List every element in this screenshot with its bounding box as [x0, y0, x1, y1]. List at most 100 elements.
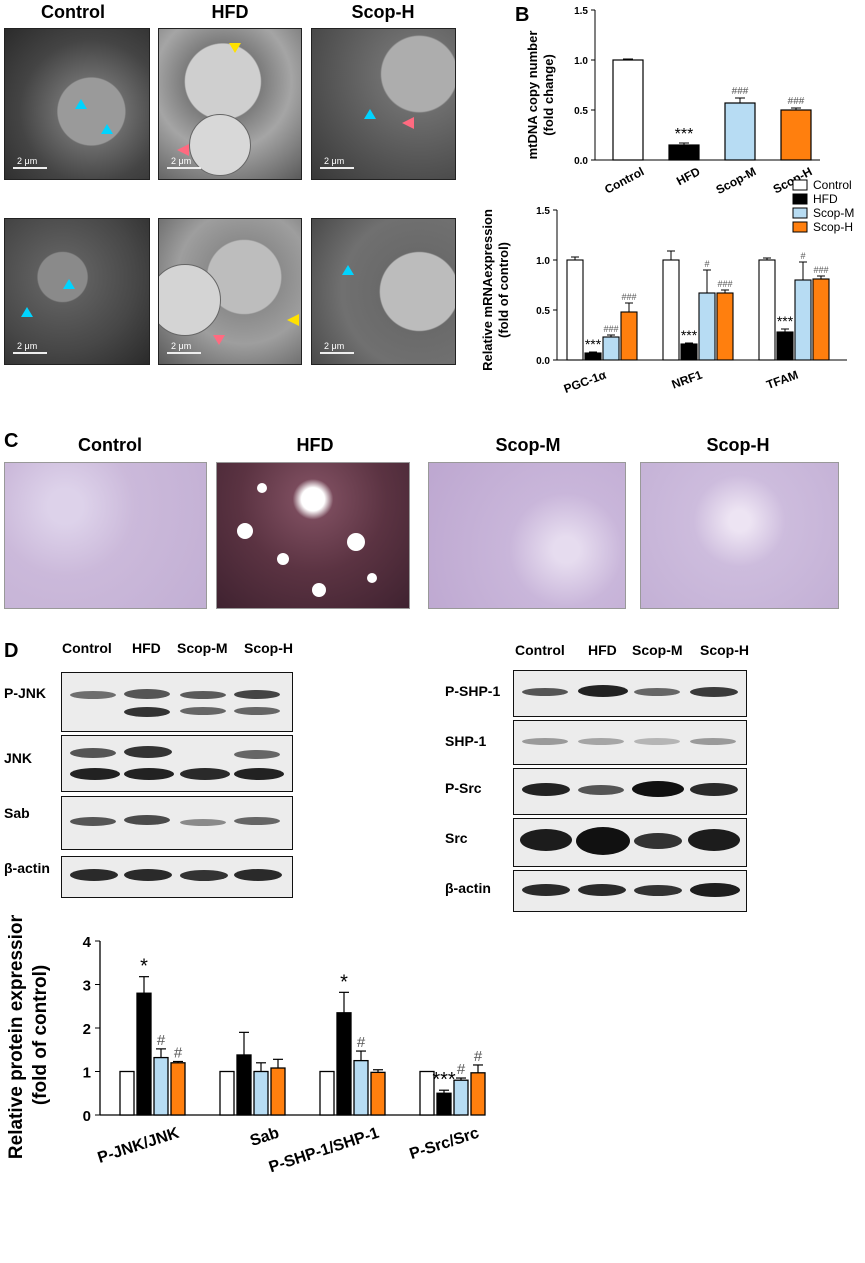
band: [690, 783, 738, 796]
protein-bar: [219, 1070, 235, 1116]
mrna-y-label-area: Relative mRNAexpression (fold of control…: [480, 209, 511, 371]
wb-right-lane-scop-m: Scop-M: [632, 642, 683, 658]
scale-bar: [167, 167, 201, 169]
em-label-control: Control: [41, 2, 105, 22]
arrow-icon: [63, 279, 75, 289]
vacuole: [347, 533, 365, 551]
mrna-y-tick-label: 0.0: [536, 356, 550, 367]
band: [688, 829, 740, 851]
mtdna-significance: ###: [732, 86, 749, 97]
vacuole: [277, 553, 289, 565]
protein-bar: [453, 1079, 469, 1116]
band: [522, 783, 570, 796]
protein-x-tick-label: P-Src/Src: [407, 1125, 481, 1163]
mrna-bar: [794, 279, 812, 361]
protein-x-tick-label: P-SHP-1/SHP-1: [267, 1125, 381, 1177]
protein-y-tick-label: 3: [83, 978, 91, 995]
histo-label-hfd: HFD: [296, 435, 334, 455]
arrow-icon: [402, 117, 414, 129]
histology-image-scop-h: [640, 462, 839, 609]
protein-bar: [136, 992, 152, 1116]
protein-y-tick-label: 1: [83, 1065, 91, 1082]
em-image-control-1: 2 μm: [4, 28, 150, 180]
mrna-bar: [584, 352, 602, 361]
wb-left-lane-scop-m: Scop-M: [177, 640, 228, 656]
protein-chart: Relative protein expression (fold of con…: [6, 915, 486, 1177]
scale-label: 2 μm: [171, 341, 192, 351]
band: [522, 738, 568, 745]
wb-left-row-p-jnk: P-JNK: [4, 685, 47, 701]
mrna-x-tick-label: PGC-1α: [562, 367, 609, 395]
band: [578, 785, 624, 795]
protein-bar: [353, 1059, 369, 1116]
mtdna-y-tick-label: 1.5: [574, 6, 588, 17]
arrow-icon: [177, 144, 189, 156]
protein-significance: #: [474, 1048, 483, 1065]
band: [634, 885, 682, 896]
band: [234, 869, 282, 881]
legend-label: HFD: [813, 192, 838, 206]
mtdna-y-tick-label: 0.5: [574, 106, 588, 117]
band: [634, 688, 680, 696]
band: [180, 870, 228, 881]
band: [124, 869, 172, 881]
em-label-hfd: HFD: [211, 2, 249, 22]
legend-label: Scop-M: [813, 206, 854, 220]
wb-left-row-beta-actin: β-actin: [4, 860, 50, 876]
band: [234, 768, 284, 780]
band: [520, 829, 572, 851]
mrna-bar: [602, 336, 620, 361]
mrna-significance: ###: [621, 292, 636, 302]
vacuole: [257, 483, 267, 493]
wb-right-row-src: Src: [445, 830, 468, 846]
histology-image-scop-m: [428, 462, 626, 609]
wb-left-lane-control: Control: [62, 640, 112, 656]
mtdna-y-label-line2: (fold change): [541, 54, 556, 136]
band: [180, 691, 226, 699]
mrna-y-label-1: Relative mRNAexpression: [480, 209, 495, 371]
band: [578, 685, 628, 697]
histology-image-hfd: [216, 462, 410, 609]
band: [180, 819, 226, 826]
mtdna-bar: [612, 59, 644, 161]
protein-bar: [253, 1070, 269, 1116]
mrna-bar: [812, 278, 830, 361]
wb-left-lane-hfd: HFD: [132, 640, 161, 656]
blot-shp-1: [513, 720, 747, 765]
wb-right-row-p-src: P-Src: [445, 780, 482, 796]
scale-label: 2 μm: [324, 156, 345, 166]
mtdna-x-tick-label: HFD: [674, 164, 703, 188]
mtdna-x-tick-label: Scop-M: [714, 164, 759, 197]
arrow-icon: [229, 43, 241, 53]
mrna-significance: ***: [681, 327, 698, 343]
band: [690, 883, 740, 897]
arrow-icon: [364, 109, 376, 119]
protein-y-tick-label: 2: [83, 1021, 91, 1038]
mrna-significance: ***: [777, 313, 794, 329]
histo-label-control: Control: [78, 435, 142, 455]
arrow-icon: [287, 314, 299, 326]
mrna-bar: [566, 259, 584, 361]
em-image-control-2: 2 μm: [4, 218, 150, 365]
wb-right-lane-control: Control: [515, 642, 565, 658]
protein-significance: *: [140, 956, 148, 978]
em-image-hfd-1: 2 μm: [158, 28, 302, 180]
band: [124, 746, 172, 758]
band: [70, 748, 116, 758]
mrna-significance: ###: [813, 265, 828, 275]
legend-swatch: [792, 221, 808, 233]
mtdna-x-tick-label: Control: [602, 164, 646, 196]
blot-jnk: [61, 735, 293, 792]
scale-label: 2 μm: [17, 341, 38, 351]
blot-beta-actin-left: [61, 856, 293, 898]
band: [690, 738, 736, 745]
panel-letter-b: B: [515, 4, 530, 26]
mrna-bar: [698, 292, 716, 361]
mrna-bar: [680, 343, 698, 361]
mrna-chart: 0.00.51.01.5***######PGC-1α***####NRF1**…: [536, 178, 854, 396]
wb-left-lane-scop-h: Scop-H: [244, 640, 293, 656]
arrow-icon: [213, 335, 225, 345]
band: [180, 768, 230, 780]
wb-left-row-jnk: JNK: [4, 750, 33, 766]
band: [70, 817, 116, 826]
